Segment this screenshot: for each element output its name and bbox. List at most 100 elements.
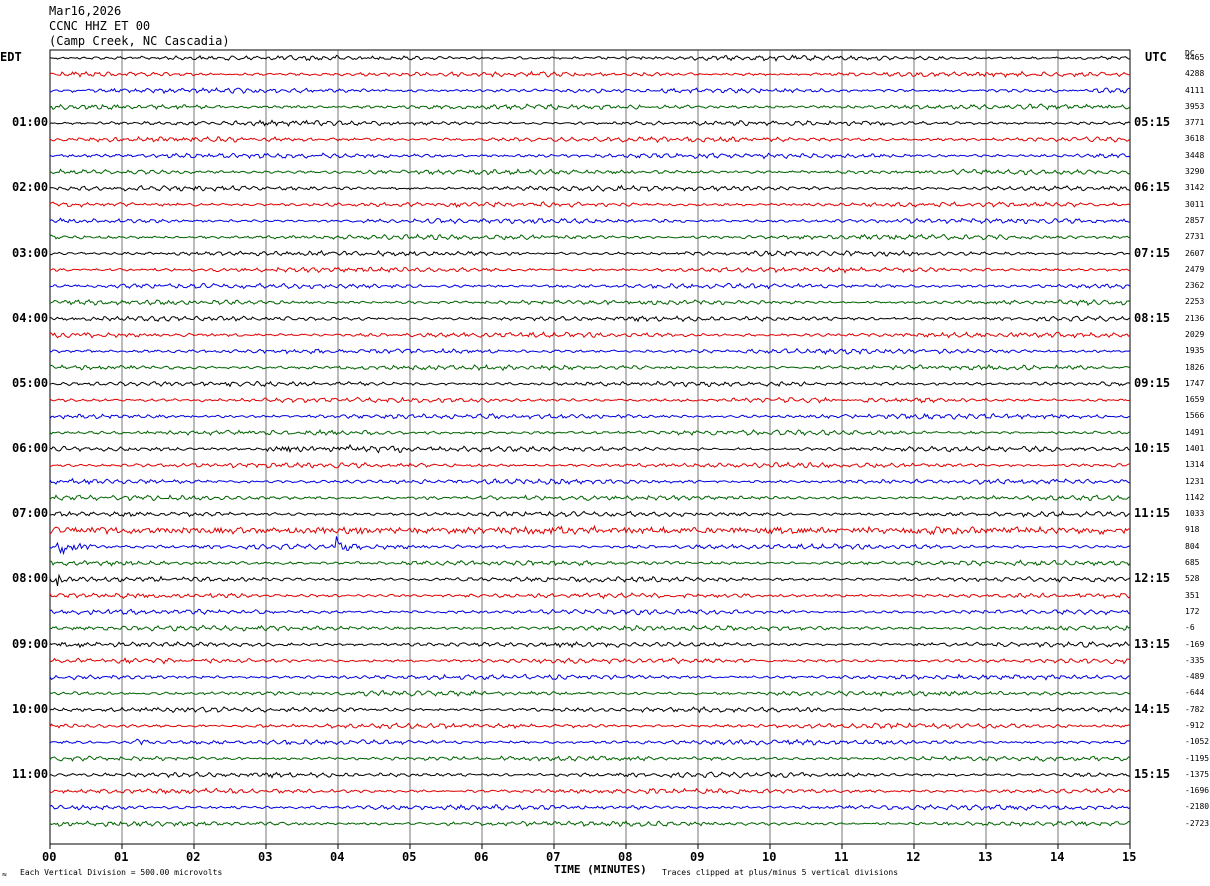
seismic-trace: [49, 396, 1131, 404]
x-tick-label: 01: [114, 850, 129, 864]
seismic-trace: [49, 820, 1131, 828]
dc-value: 3011: [1185, 199, 1205, 209]
x-tick-label: 09: [690, 850, 705, 864]
right-timezone-label: UTC: [1145, 50, 1167, 64]
dc-value: 1659: [1185, 395, 1205, 405]
dc-value: -169: [1185, 639, 1205, 649]
dc-value: 3448: [1185, 150, 1205, 160]
seismic-trace: [49, 135, 1131, 144]
right-hour-label: 06:15: [1134, 180, 1171, 195]
right-hour-label: 12:15: [1134, 571, 1171, 586]
dc-value: 1826: [1185, 362, 1205, 372]
seismic-trace: [49, 168, 1131, 176]
dc-value: 351: [1185, 590, 1200, 600]
corner-mark: ≈: [2, 870, 7, 879]
dc-value: -1375: [1185, 769, 1210, 779]
seismic-trace: [49, 592, 1131, 600]
dc-value: -489: [1185, 672, 1205, 682]
dc-value: 1142: [1185, 492, 1205, 502]
dc-label: DC: [1185, 49, 1195, 58]
seismic-trace: [49, 573, 1131, 587]
dc-value: 1491: [1185, 427, 1205, 437]
dc-value: 1314: [1185, 460, 1205, 470]
dc-value: 1231: [1185, 476, 1205, 486]
seismic-trace: [49, 804, 1131, 811]
seismic-trace: [49, 184, 1131, 192]
dc-value: 3618: [1185, 134, 1205, 144]
seismic-trace: [49, 266, 1131, 274]
x-axis-label: TIME (MINUTES): [554, 863, 647, 876]
dc-value: 2136: [1185, 313, 1205, 323]
station-label: CCNC HHZ ET 00: [49, 19, 151, 33]
seismic-trace: [49, 119, 1131, 127]
x-tick-label: 07: [546, 850, 561, 864]
seismic-trace: [49, 380, 1131, 388]
x-tick-label: 08: [618, 850, 633, 864]
dc-value: -782: [1185, 704, 1205, 714]
right-hour-label: 14:15: [1134, 701, 1171, 716]
plot-frame: [49, 49, 1131, 845]
seismic-trace: [49, 347, 1131, 356]
seismic-trace: [49, 536, 1131, 556]
dc-value: 2731: [1185, 232, 1205, 242]
seismic-trace: [49, 364, 1131, 372]
seismic-trace: [49, 443, 1131, 454]
dc-value: 3142: [1185, 183, 1205, 193]
dc-value: 1935: [1185, 346, 1205, 356]
right-hour-label: 11:15: [1134, 506, 1171, 521]
dc-value: -2723: [1185, 818, 1210, 828]
dc-value: -1052: [1185, 737, 1210, 747]
seismic-trace: [49, 70, 1131, 79]
dc-value: 918: [1185, 525, 1200, 535]
right-hour-label: 09:15: [1134, 375, 1171, 390]
dc-value: 2029: [1185, 329, 1205, 339]
seismic-trace: [49, 87, 1131, 95]
dc-value: -912: [1185, 720, 1205, 730]
left-timezone-label: EDT: [0, 50, 22, 64]
dc-value: -6: [1185, 623, 1195, 633]
seismic-trace: [49, 477, 1131, 486]
left-hour-label: 05:00: [12, 375, 49, 390]
dc-value: 1033: [1185, 509, 1205, 519]
left-hour-label: 03:00: [12, 245, 49, 260]
x-tick-label: 05: [402, 850, 417, 864]
seismic-trace: [49, 494, 1131, 502]
right-hour-label: 08:15: [1134, 310, 1171, 325]
x-tick-label: 11: [834, 850, 849, 864]
dc-value: 804: [1185, 541, 1200, 551]
seismic-trace: [49, 233, 1131, 241]
left-hour-label: 04:00: [12, 310, 49, 325]
seismic-trace: [49, 103, 1131, 111]
x-tick-label: 03: [258, 850, 273, 864]
left-hour-label: 02:00: [12, 180, 49, 195]
dc-value: 4288: [1185, 69, 1205, 79]
dc-value: 2362: [1185, 281, 1205, 291]
dc-value: -1696: [1185, 786, 1210, 796]
division-note: Each Vertical Division = 500.00 microvol…: [20, 868, 223, 877]
seismic-trace: [49, 298, 1131, 307]
dc-value: 1747: [1185, 378, 1205, 388]
x-tick-label: 12: [906, 850, 921, 864]
dc-value: 3290: [1185, 167, 1205, 177]
seismic-trace: [49, 217, 1131, 225]
dc-value: 685: [1185, 558, 1200, 568]
seismic-trace: [49, 249, 1131, 258]
seismic-trace: [49, 331, 1131, 339]
seismic-trace: [49, 54, 1131, 62]
dc-value: 1401: [1185, 444, 1205, 453]
seismic-trace: [49, 524, 1131, 536]
x-tick-label: 13: [978, 850, 993, 864]
seismic-trace: [49, 282, 1131, 290]
dc-value: 4111: [1185, 85, 1205, 95]
left-hour-label: 07:00: [12, 506, 49, 521]
seismic-trace: [49, 689, 1131, 697]
left-hour-label: 11:00: [12, 766, 49, 781]
seismic-trace: [49, 755, 1131, 762]
clip-note: Traces clipped at plus/minus 5 vertical …: [662, 868, 899, 877]
date-label: Mar16,2026: [49, 4, 122, 18]
location-label: (Camp Creek, NC Cascadia): [49, 34, 230, 48]
seismic-trace: [49, 706, 1131, 714]
dc-value: 172: [1185, 606, 1200, 616]
right-hour-label: 10:15: [1134, 441, 1171, 455]
